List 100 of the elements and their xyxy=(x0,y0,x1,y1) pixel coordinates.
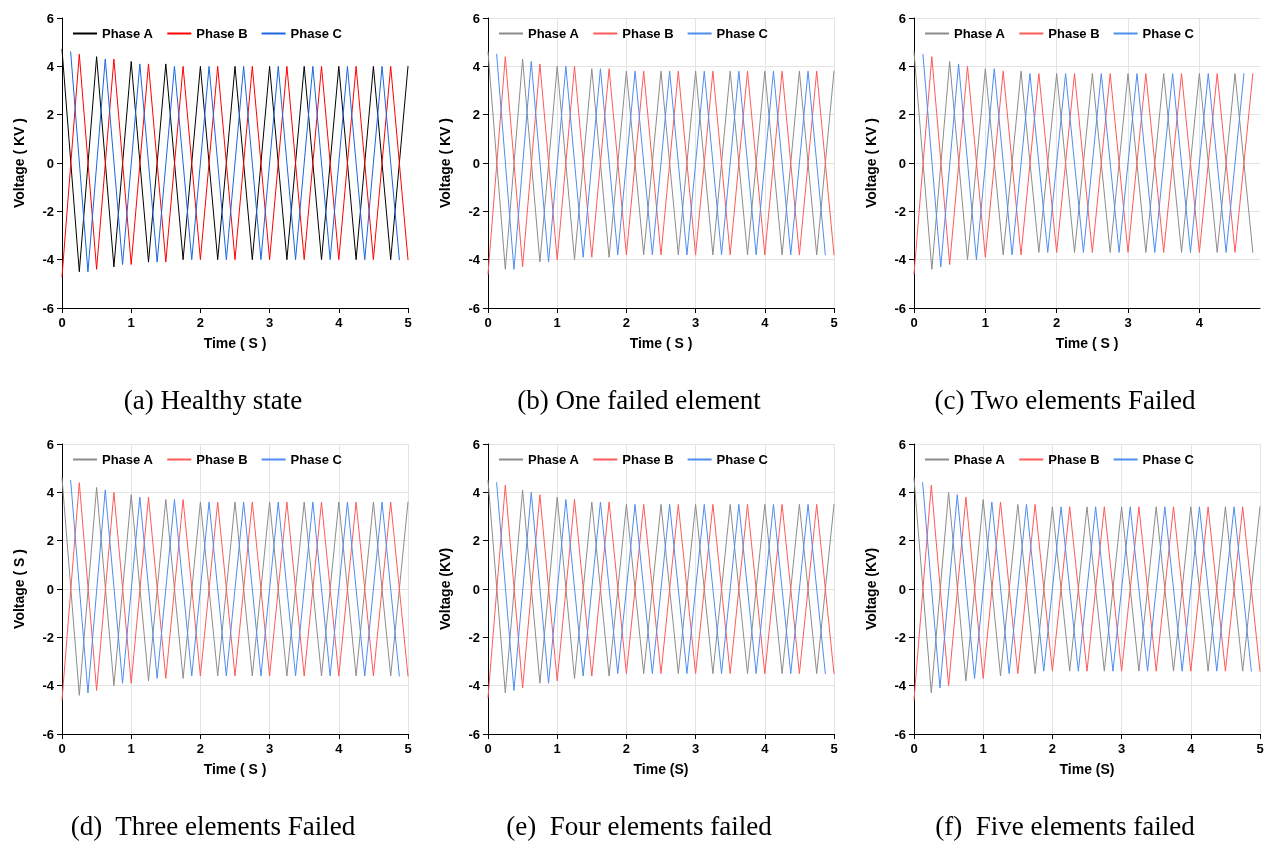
y-axis-title: Voltage ( KV ) xyxy=(437,118,453,208)
y-tick-label: 2 xyxy=(472,107,480,123)
y-axis-title: Voltage ( KV ) xyxy=(863,118,879,208)
x-axis-title: Time ( S ) xyxy=(203,761,267,777)
x-tick-label: 3 xyxy=(691,315,700,330)
y-tick-label: 4 xyxy=(46,484,55,500)
legend-label: Phase B xyxy=(1048,452,1100,467)
x-tick-label: 1 xyxy=(127,741,135,756)
y-tick-label: 0 xyxy=(898,155,906,171)
legend-label: Phase A xyxy=(954,26,1006,41)
x-axis-title: Time (S) xyxy=(633,761,689,777)
y-tick-label: 0 xyxy=(472,581,480,597)
x-tick-label: 1 xyxy=(553,315,561,330)
text: (a) Healthy state xyxy=(123,384,303,415)
x-tick-label: 0 xyxy=(910,741,918,756)
y-tick-label: -2 xyxy=(42,629,54,645)
y-tick-label: 4 xyxy=(472,484,481,500)
y-tick-label: -4 xyxy=(42,678,55,694)
x-tick-label: 2 xyxy=(622,315,631,330)
x-tick-label: 1 xyxy=(981,315,989,330)
y-tick-label: 6 xyxy=(46,10,54,26)
x-tick-label: 5 xyxy=(404,315,412,330)
y-tick-label: -4 xyxy=(894,678,907,694)
x-tick-label: 2 xyxy=(1048,741,1057,756)
y-tick-label: -4 xyxy=(42,252,55,268)
x-tick-label: 1 xyxy=(553,741,561,756)
x-tick-label: 5 xyxy=(830,741,838,756)
y-tick-label: -2 xyxy=(894,203,906,219)
x-tick-label: 0 xyxy=(58,315,66,330)
y-tick-label: 0 xyxy=(898,581,906,597)
x-tick-label: 0 xyxy=(484,315,492,330)
text: (d) Three elements Failed xyxy=(70,810,356,841)
x-tick-label: 1 xyxy=(127,315,135,330)
legend-label: Phase C xyxy=(1142,26,1195,41)
x-tick-label: 2 xyxy=(196,741,205,756)
y-tick-label: -6 xyxy=(42,726,54,742)
y-tick-label: -6 xyxy=(894,300,906,316)
legend-label: Phase C xyxy=(290,26,343,41)
y-tick-label: 0 xyxy=(46,581,54,597)
y-tick-label: 6 xyxy=(898,436,906,452)
y-tick-label: -4 xyxy=(468,252,481,268)
x-tick-label: 2 xyxy=(196,315,205,330)
y-tick-label: -2 xyxy=(894,629,906,645)
x-tick-label: 1 xyxy=(979,741,987,756)
text: (e) Four elements failed xyxy=(506,810,773,841)
y-tick-label: -2 xyxy=(468,203,480,219)
y-tick-label: -2 xyxy=(42,203,54,219)
legend-label: Phase A xyxy=(528,26,580,41)
x-tick-label: 0 xyxy=(910,315,918,330)
legend-label: Phase B xyxy=(196,26,248,41)
x-tick-label: 4 xyxy=(1195,315,1204,330)
x-tick-label: 3 xyxy=(1124,315,1132,330)
x-tick-label: 0 xyxy=(484,741,492,756)
x-axis-title: Time (S) xyxy=(1059,761,1115,777)
x-tick-label: 4 xyxy=(335,315,344,330)
text: (c) Two elements Failed xyxy=(934,384,1196,415)
x-tick-label: 3 xyxy=(1117,741,1126,756)
x-tick-label: 5 xyxy=(830,315,838,330)
y-axis-title: Voltage (KV) xyxy=(437,547,453,631)
y-tick-label: -6 xyxy=(468,726,480,742)
x-tick-label: 0 xyxy=(58,741,66,756)
legend-label: Phase B xyxy=(622,452,674,467)
y-tick-label: 2 xyxy=(472,533,480,549)
y-tick-label: 4 xyxy=(898,484,907,500)
y-tick-label: 6 xyxy=(898,10,906,26)
legend-label: Phase B xyxy=(622,26,674,41)
y-tick-label: 4 xyxy=(898,58,907,74)
y-tick-label: 6 xyxy=(472,436,480,452)
y-tick-label: 2 xyxy=(898,107,906,123)
x-axis-title: Time ( S ) xyxy=(629,335,693,351)
x-axis-title: Time ( S ) xyxy=(203,335,267,351)
x-tick-label: 3 xyxy=(691,741,700,756)
y-tick-label: -6 xyxy=(894,726,906,742)
legend-label: Phase A xyxy=(102,452,154,467)
legend-label: Phase A xyxy=(528,452,580,467)
x-tick-label: 4 xyxy=(1187,741,1196,756)
legend-label: Phase C xyxy=(290,452,343,467)
y-tick-label: -4 xyxy=(468,678,481,694)
x-tick-label: 4 xyxy=(761,315,770,330)
y-tick-label: 6 xyxy=(46,436,54,452)
y-tick-label: 0 xyxy=(46,155,54,171)
legend-label: Phase C xyxy=(716,26,769,41)
x-axis-title: Time ( S ) xyxy=(1055,335,1119,351)
x-tick-label: 5 xyxy=(1256,741,1264,756)
legend-label: Phase B xyxy=(196,452,248,467)
y-tick-label: 2 xyxy=(898,533,906,549)
legend-label: Phase C xyxy=(716,452,769,467)
y-tick-label: 2 xyxy=(46,533,54,549)
y-tick-label: -4 xyxy=(894,252,907,268)
text: (f) Five elements failed xyxy=(935,810,1196,841)
y-axis-title: Voltage ( KV ) xyxy=(11,118,27,208)
y-tick-label: -2 xyxy=(468,629,480,645)
text: (b) One failed element xyxy=(517,384,762,415)
y-axis-title: Voltage ( S ) xyxy=(11,549,27,629)
y-tick-label: -6 xyxy=(468,300,480,316)
legend-label: Phase A xyxy=(954,452,1006,467)
x-tick-label: 4 xyxy=(761,741,770,756)
y-tick-label: 4 xyxy=(472,58,481,74)
legend-label: Phase C xyxy=(1142,452,1195,467)
y-tick-label: -6 xyxy=(42,300,54,316)
